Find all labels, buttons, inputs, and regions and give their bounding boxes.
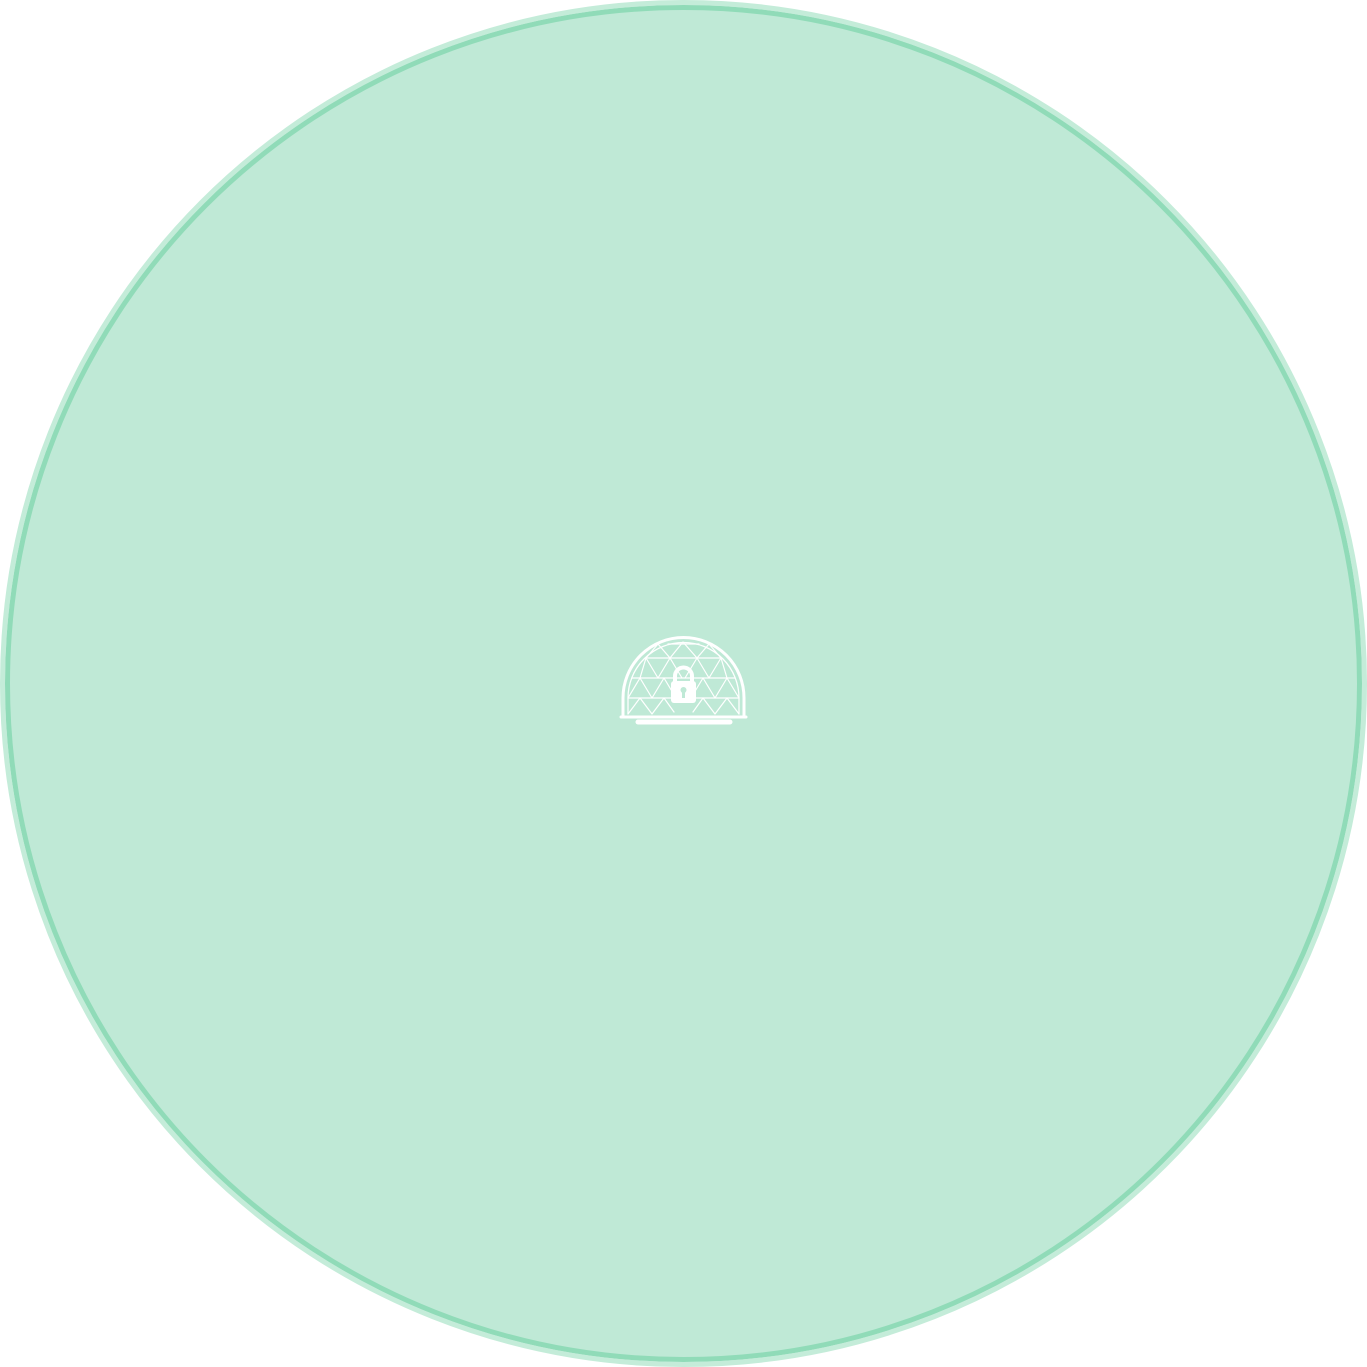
lock-icon [671,665,696,703]
geodesic-dome-lock-icon [619,636,748,725]
disc-inner-ring [5,5,1362,1362]
